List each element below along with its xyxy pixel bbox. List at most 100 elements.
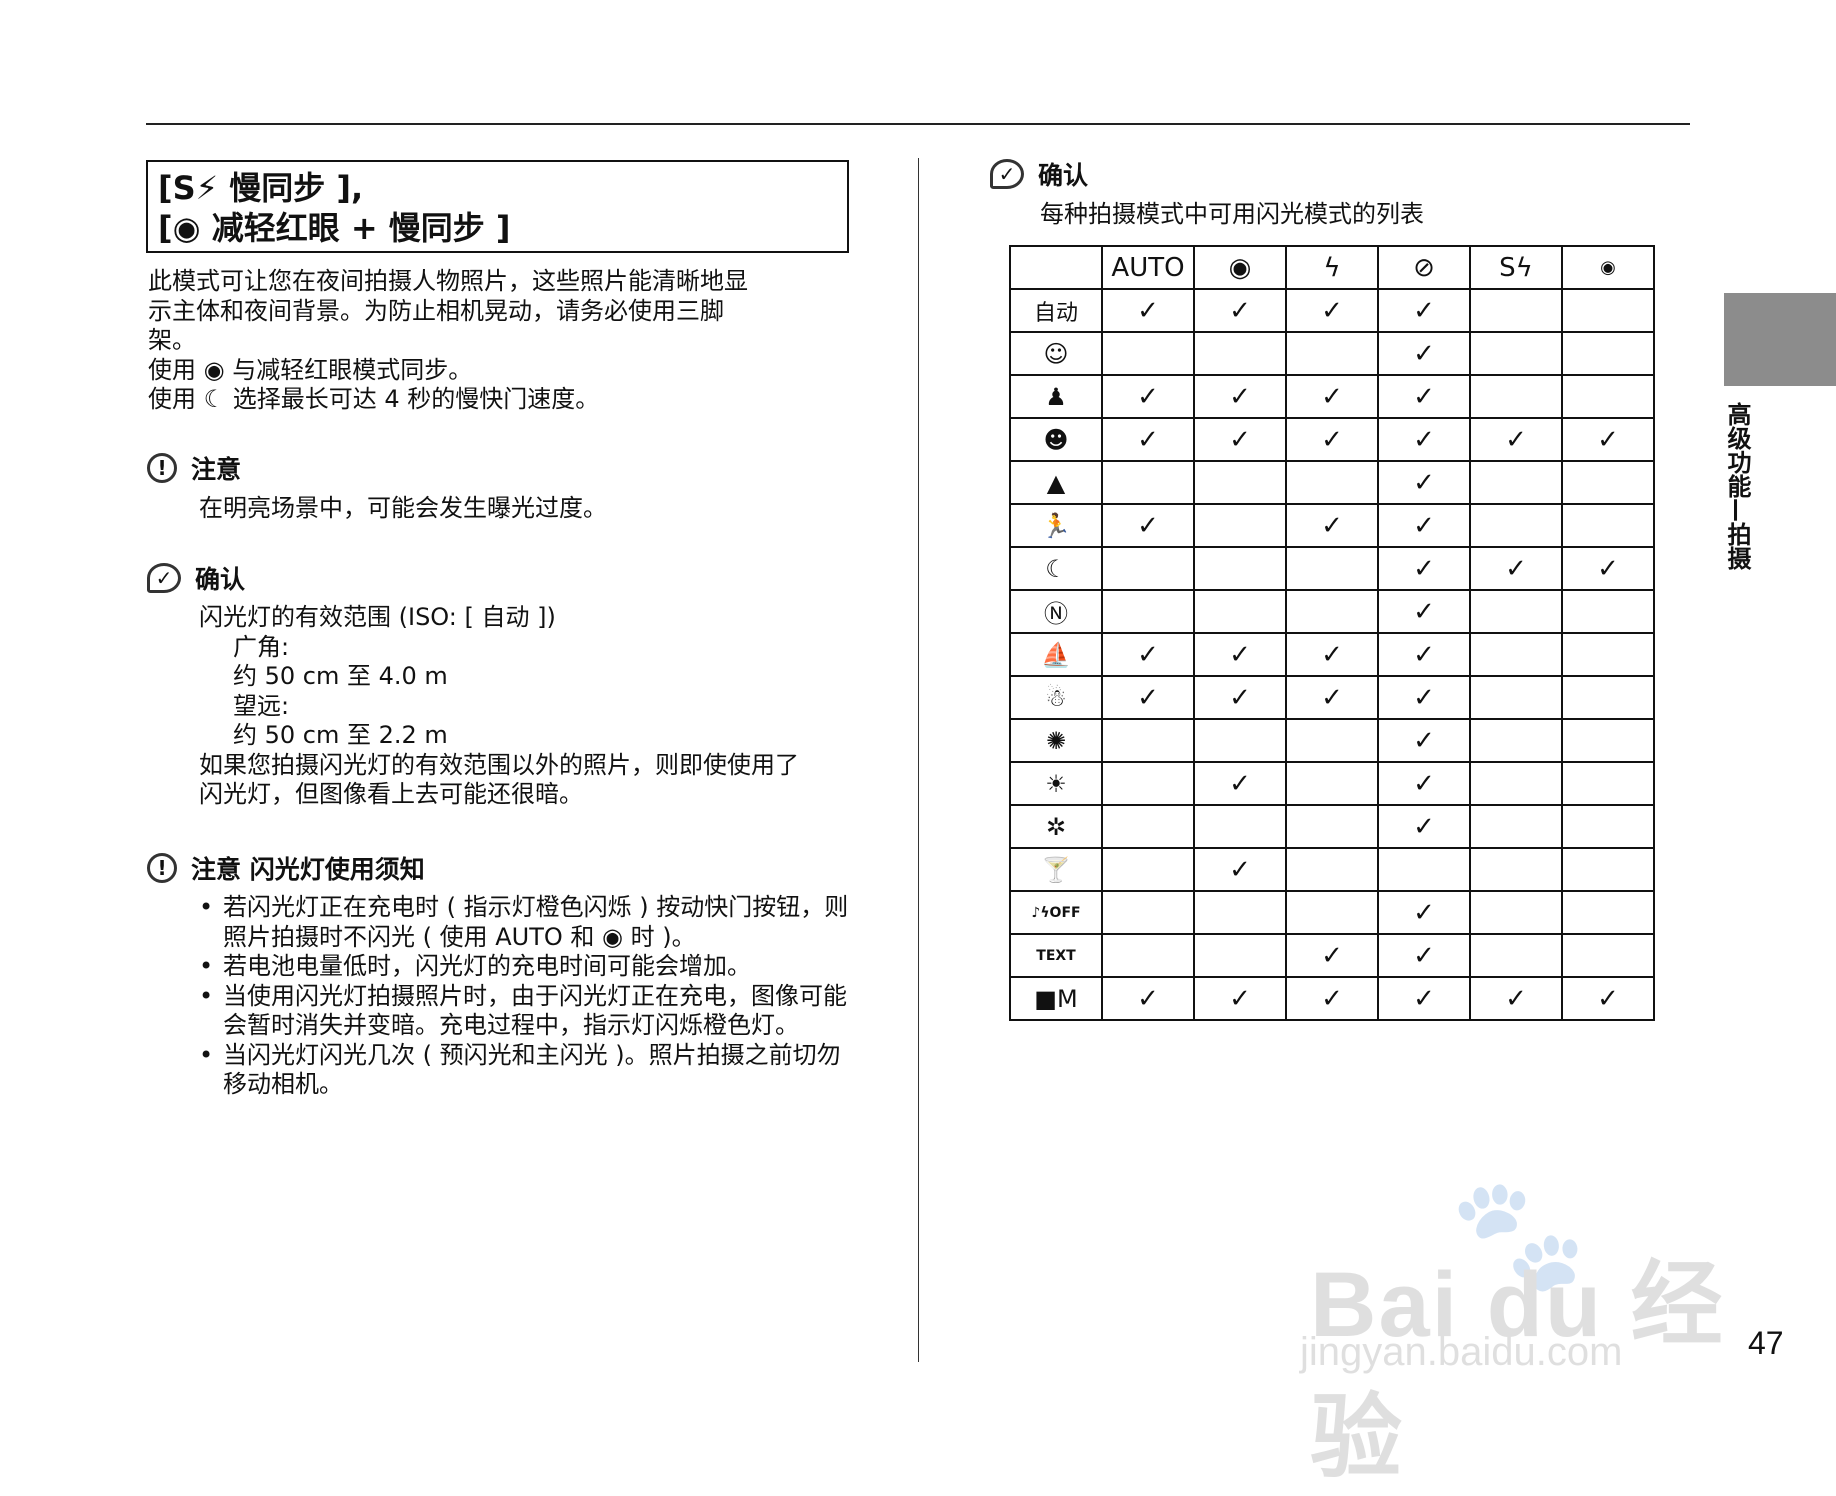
empty-cell xyxy=(1469,460,1563,505)
check1-tail: 闪光灯，但图像看上去可能还很暗。 xyxy=(199,780,583,808)
empty-cell xyxy=(1101,890,1195,935)
sport-icon: 🏃 xyxy=(1009,503,1103,548)
check-mark-cell: ✓ xyxy=(1377,718,1471,763)
bullet-item: 若电池电量低时，闪光灯的充电时间可能会增加。 xyxy=(199,952,851,982)
empty-cell xyxy=(1101,460,1195,505)
check-mark-cell: ✓ xyxy=(1285,933,1379,978)
flash-range-line: 闪光灯的有效范围 (ISO: [ 自动 ]) xyxy=(199,603,556,631)
table-row: ☀ ✓ ✓ xyxy=(1009,761,1655,806)
chapter-label: 高级功能—拍摄 xyxy=(1723,402,1751,570)
empty-cell xyxy=(1561,933,1655,978)
portrait-icon: ☻ xyxy=(1009,417,1103,462)
empty-cell xyxy=(1561,288,1655,333)
intro-text: 此模式可让您在夜间拍摄人物照片，这些照片能清晰地显 示主体和夜间背景。为防止相机… xyxy=(148,267,858,415)
natural-light-icon: Ⓝ xyxy=(1009,589,1103,634)
note2-bullets: 若闪光灯正在充电时 ( 指示灯橙色闪烁 ) 按动快门按钮，则照片拍摄时不闪光 (… xyxy=(199,893,851,1100)
check2-title: 确认 xyxy=(1038,161,1089,190)
top-rule xyxy=(146,123,1690,125)
check1-heading: ✓ 确认 xyxy=(147,560,245,596)
empty-cell xyxy=(1285,589,1379,634)
empty-cell xyxy=(1561,761,1655,806)
flash-mode-table: AUTO ◉ ϟ ⊘ Sϟ ◉ 自动 ✓ ✓ ✓ ✓ ☺ ✓ ♟ ✓ ✓ ✓ ✓ ☻ ✓ ✓ ✓ ✓ ✓ ✓ ▲ ✓ 🏃 ✓ ✓ ✓ ☾ ✓ ✓… xyxy=(1009,245,1655,1021)
empty-cell xyxy=(1193,503,1287,548)
flower-icon: ✲ xyxy=(1009,804,1103,849)
empty-cell xyxy=(1561,890,1655,935)
baidu-watermark: 🐾 Bai du 经验 jingyan.baidu.com xyxy=(1300,1170,1730,1489)
night-icon: ☾ xyxy=(1009,546,1103,591)
check1-tail: 如果您拍摄闪光灯的有效范围以外的照片，则即使使用了 xyxy=(199,750,799,779)
empty-cell xyxy=(1561,804,1655,849)
empty-cell xyxy=(1101,804,1195,849)
check-mark-cell: ✓ xyxy=(1377,460,1471,505)
empty-cell xyxy=(1561,589,1655,634)
check-mark-cell: ✓ xyxy=(1285,675,1379,720)
table-row: ⛵ ✓ ✓ ✓ ✓ xyxy=(1009,632,1655,677)
empty-cell xyxy=(1469,374,1563,419)
page-number: 47 xyxy=(1748,1325,1784,1361)
forced-flash-icon: ϟ xyxy=(1285,245,1379,290)
empty-cell xyxy=(1285,718,1379,763)
text-mode-icon: TEXT xyxy=(1009,933,1103,978)
empty-cell xyxy=(1101,718,1195,763)
check-mark-cell: ✓ xyxy=(1377,331,1471,376)
check-mark-cell: ✓ xyxy=(1377,933,1471,978)
empty-cell xyxy=(1101,546,1195,591)
empty-cell xyxy=(1193,546,1287,591)
check-mark-cell: ✓ xyxy=(1377,675,1471,720)
check-mark-cell: ✓ xyxy=(1285,503,1379,548)
exclamation-circle-icon: ! xyxy=(147,853,177,883)
header-corner xyxy=(1009,245,1103,290)
empty-cell xyxy=(1285,890,1379,935)
empty-cell xyxy=(1469,847,1563,892)
empty-cell xyxy=(1285,847,1379,892)
bullet-item: 当闪光灯闪光几次 ( 预闪光和主闪光 )。照片拍摄之前切勿移动相机。 xyxy=(199,1041,851,1100)
empty-cell xyxy=(1101,933,1195,978)
exclamation-circle-icon: ! xyxy=(147,453,177,483)
fireworks-icon: ✺ xyxy=(1009,718,1103,763)
empty-cell xyxy=(1193,890,1287,935)
empty-cell xyxy=(1285,460,1379,505)
check-mark-cell: ✓ xyxy=(1193,976,1287,1021)
section-title-line1: [S⚡ 慢同步 ], xyxy=(158,169,364,207)
table-row: ♪ϟOFF ✓ xyxy=(1009,890,1655,935)
table-body: 自动 ✓ ✓ ✓ ✓ ☺ ✓ ♟ ✓ ✓ ✓ ✓ ☻ ✓ ✓ ✓ ✓ ✓ ✓ ▲ ✓ 🏃 ✓ ✓ ✓ ☾ ✓ ✓ ✓ Ⓝ ✓ ⛵ ✓ ✓ ✓ ✓ ☃ ✓ ✓… xyxy=(1009,288,1655,1021)
empty-cell xyxy=(1193,718,1287,763)
watermark-url: jingyan.baidu.com xyxy=(1300,1330,1623,1374)
table-row: ▲ ✓ xyxy=(1009,460,1655,505)
table-row: ☺ ✓ xyxy=(1009,331,1655,376)
empty-cell xyxy=(1469,804,1563,849)
watermark-brand: Bai du 经验 xyxy=(1310,1254,1725,1489)
check1-body: 闪光灯的有效范围 (ISO: [ 自动 ]) 广角: 约 50 cm 至 4.0… xyxy=(199,603,859,810)
table-row: Ⓝ ✓ xyxy=(1009,589,1655,634)
check-mark-cell: ✓ xyxy=(1101,374,1195,419)
landscape-icon: ▲ xyxy=(1009,460,1103,505)
empty-cell xyxy=(1561,847,1655,892)
baby-face-icon: ☺ xyxy=(1009,331,1103,376)
check-mark-cell: ✓ xyxy=(1193,417,1287,462)
manual-camera-icon: ■M xyxy=(1009,976,1103,1021)
section-title-line2: [◉ 减轻红眼 + 慢同步 ] xyxy=(158,209,511,247)
intro-line: 架。 xyxy=(148,326,196,354)
table-row: TEXT ✓ ✓ xyxy=(1009,933,1655,978)
empty-cell xyxy=(1193,460,1287,505)
paw-logo-icon: 🐾 xyxy=(1450,1173,1587,1296)
table-caption: 每种拍摄模式中可用闪光模式的列表 xyxy=(1040,200,1424,228)
empty-cell xyxy=(1469,933,1563,978)
note1-heading: ! 注意 xyxy=(147,450,241,486)
check-mark-cell: ✓ xyxy=(1469,546,1563,591)
table-header-row: AUTO ◉ ϟ ⊘ Sϟ ◉ xyxy=(1009,245,1655,290)
empty-cell xyxy=(1469,718,1563,763)
check-mark-cell: ✓ xyxy=(1561,546,1655,591)
check-mark-cell: ✓ xyxy=(1561,976,1655,1021)
note2-heading: ! 注意 闪光灯使用须知 xyxy=(147,850,425,886)
empty-cell xyxy=(1193,589,1287,634)
empty-cell xyxy=(1101,761,1195,806)
empty-cell xyxy=(1561,374,1655,419)
check-mark-cell: ✓ xyxy=(1101,503,1195,548)
empty-cell xyxy=(1469,589,1563,634)
check-mark-cell: ✓ xyxy=(1285,976,1379,1021)
empty-cell xyxy=(1101,331,1195,376)
table-row: 🏃 ✓ ✓ ✓ xyxy=(1009,503,1655,548)
check1-title: 确认 xyxy=(195,565,246,594)
check-mark-cell: ✓ xyxy=(1377,632,1471,677)
